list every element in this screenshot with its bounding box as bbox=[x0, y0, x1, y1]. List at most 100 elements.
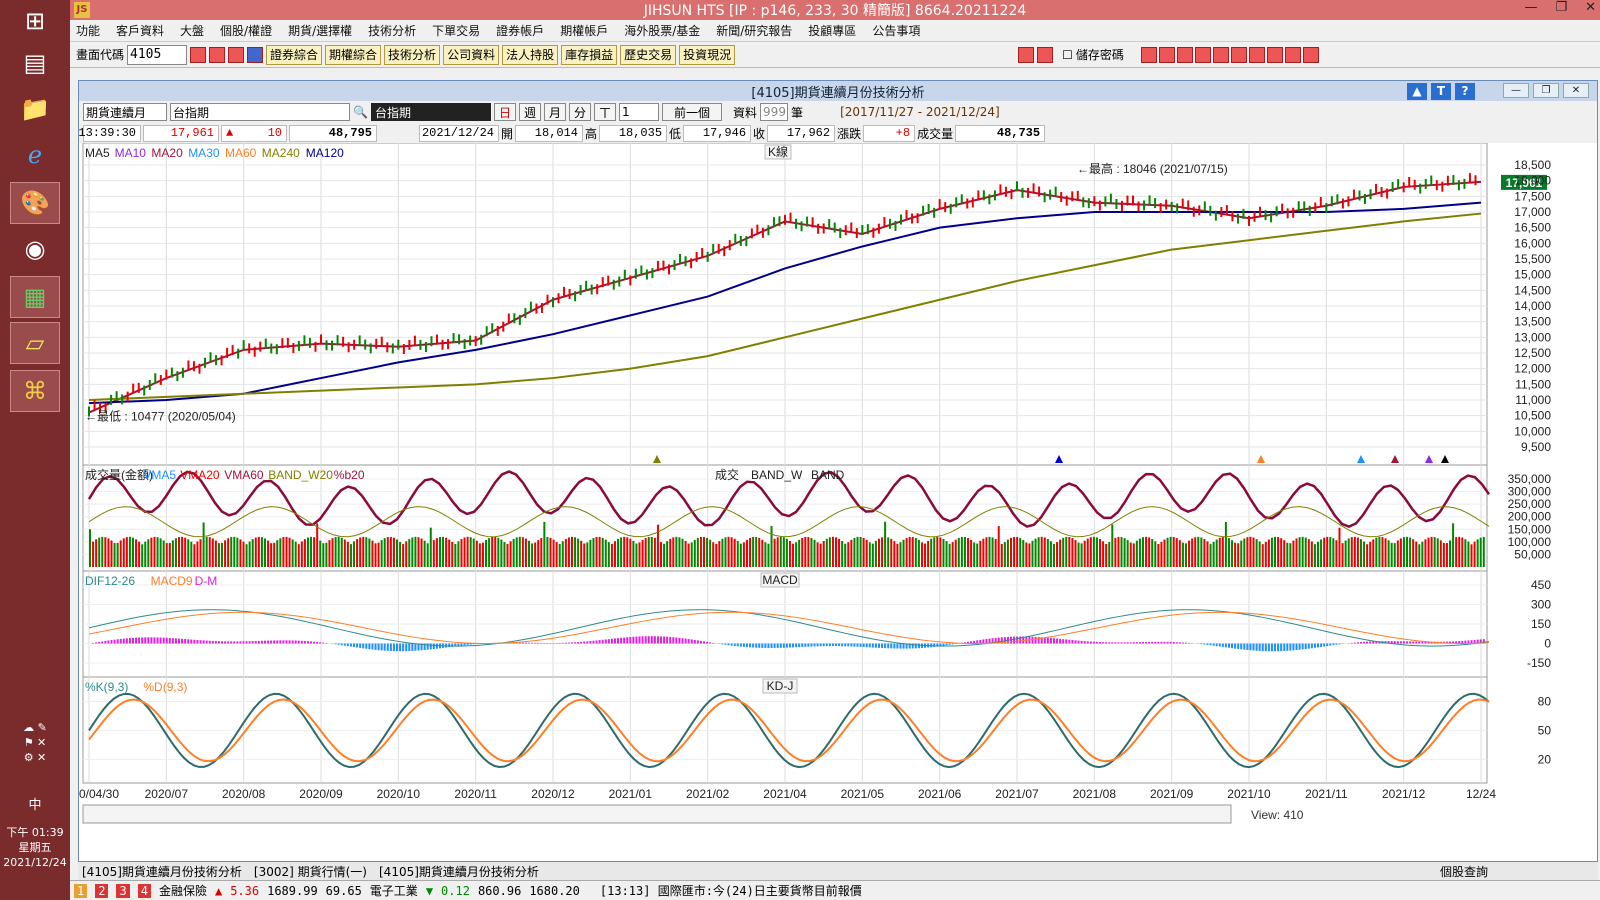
macd-hist-bar bbox=[853, 643, 856, 647]
menu-item[interactable]: 期貨/選擇權 bbox=[288, 24, 353, 38]
tab-3002[interactable]: [3002] 期貨行情(一) bbox=[253, 864, 367, 879]
code-input[interactable] bbox=[127, 44, 188, 65]
cw-close-icon[interactable]: ✕ bbox=[1563, 83, 1589, 98]
toolbar-button[interactable]: 法人持股 bbox=[502, 44, 559, 65]
toolbar-button[interactable]: 投資現況 bbox=[679, 44, 736, 65]
prev-red-icon[interactable] bbox=[1018, 46, 1035, 63]
cw-restore-icon[interactable]: ❐ bbox=[1533, 83, 1559, 98]
menu-item[interactable]: 海外股票/基金 bbox=[624, 24, 701, 38]
menu-item[interactable]: 功能 bbox=[76, 24, 101, 38]
candle bbox=[452, 333, 455, 344]
candle bbox=[358, 335, 361, 346]
dropdown-icon[interactable] bbox=[247, 46, 264, 63]
contract-select[interactable]: 期貨連續月 bbox=[83, 103, 167, 121]
notes-icon[interactable]: ▱ bbox=[10, 322, 60, 364]
save-pwd-checkbox[interactable]: ☐ bbox=[1062, 47, 1073, 62]
legend-item: DIF12-26 bbox=[85, 574, 135, 588]
menu-item[interactable]: 證券帳戶 bbox=[496, 24, 545, 38]
macd-hist-bar bbox=[1142, 642, 1145, 644]
paint-icon[interactable]: 🎨 bbox=[10, 182, 60, 224]
volume-bar bbox=[963, 536, 966, 567]
menu-item[interactable]: 新聞/研究報告 bbox=[716, 24, 793, 38]
menu-item[interactable]: 個股/權證 bbox=[220, 24, 273, 38]
macd-hist-bar bbox=[1111, 642, 1114, 644]
data-count-input[interactable]: 999 bbox=[760, 103, 789, 121]
volume-bar bbox=[1458, 536, 1461, 567]
macd-hist-bar bbox=[620, 637, 623, 644]
toolbar-button[interactable]: 庫存損益 bbox=[561, 44, 618, 65]
macd-hist-bar bbox=[1479, 639, 1482, 644]
menu-item[interactable]: 下單交易 bbox=[432, 24, 481, 38]
symbol-input[interactable]: 台指期 bbox=[170, 103, 350, 121]
chrome-icon[interactable]: ◉ bbox=[24, 235, 46, 263]
tick-button[interactable]: ㄒ bbox=[594, 103, 617, 121]
macd-hist-bar bbox=[92, 642, 95, 644]
candle bbox=[723, 246, 726, 257]
up-arrow-icon[interactable]: ▲ bbox=[1407, 83, 1427, 100]
menu-item[interactable]: 期權帳戶 bbox=[560, 24, 609, 38]
macd-hist-bar bbox=[208, 640, 211, 644]
volume-bar bbox=[279, 538, 282, 567]
prev-button[interactable]: 前一個 bbox=[662, 103, 723, 121]
tab-4105-a[interactable]: [4105]期貨連續月份技術分析 bbox=[82, 864, 242, 879]
macd-hist-bar bbox=[107, 640, 110, 644]
toolbar-button[interactable]: 技術分析 bbox=[384, 44, 441, 65]
ticker-news[interactable]: [13:13] 國際匯市:今(24)日主要貨幣目前報價 bbox=[599, 884, 862, 898]
toolbar-button[interactable]: 證券綜合 bbox=[266, 44, 323, 65]
window-icon[interactable] bbox=[209, 46, 226, 63]
close-icon[interactable]: ✕ bbox=[1585, 0, 1596, 15]
menu-item[interactable]: 技術分析 bbox=[368, 24, 417, 38]
volume-bar bbox=[699, 536, 702, 567]
period-day[interactable]: 日 bbox=[493, 103, 516, 121]
k-y-tick: 15,000 bbox=[1514, 268, 1551, 282]
restore-icon[interactable]: ❐ bbox=[1555, 0, 1568, 15]
macd-hist-bar bbox=[917, 643, 920, 649]
menu-item[interactable]: 公告事項 bbox=[872, 24, 921, 38]
ticker-num-2[interactable]: 2 bbox=[95, 883, 109, 898]
toolbar-button[interactable]: 期權綜合 bbox=[325, 44, 382, 65]
next-red-icon[interactable] bbox=[1037, 46, 1054, 63]
period-month[interactable]: 月 bbox=[543, 103, 566, 121]
print-icon[interactable] bbox=[228, 46, 245, 63]
menu-item[interactable]: 大盤 bbox=[180, 24, 205, 38]
minimize-icon[interactable]: — bbox=[1524, 0, 1538, 15]
ticker-num-4[interactable]: 4 bbox=[137, 883, 151, 898]
toolbar-button[interactable]: 公司資料 bbox=[443, 44, 500, 65]
candle bbox=[369, 343, 372, 354]
volume-bar bbox=[521, 537, 524, 567]
volume-bar bbox=[543, 521, 546, 567]
zoom-icon[interactable]: 🔍 bbox=[353, 105, 368, 119]
volume-bar bbox=[982, 538, 985, 567]
chart-area[interactable]: MA5 MA10 MA20 MA30 MA60 MA240 MA120 K線 ←最高 : 180… bbox=[79, 143, 1597, 861]
macd-hist-bar bbox=[985, 638, 988, 644]
jihsun-app-icon[interactable]: ⌘ bbox=[10, 370, 60, 412]
ime-indicator[interactable]: 中 bbox=[28, 798, 42, 813]
cw-minimize-icon[interactable]: — bbox=[1503, 83, 1529, 98]
menu-item[interactable]: 投顧專區 bbox=[808, 24, 857, 38]
ticker-num-3[interactable]: 3 bbox=[116, 883, 130, 898]
desktop-icon[interactable]: ▤ bbox=[23, 49, 47, 77]
search-icon[interactable] bbox=[190, 46, 207, 63]
macd-hist-bar bbox=[617, 638, 620, 644]
tool-icons[interactable] bbox=[1140, 46, 1319, 63]
macd-hist-bar bbox=[672, 637, 675, 644]
period-minute[interactable]: 分 bbox=[569, 103, 592, 121]
ticker-num-1[interactable]: 1 bbox=[74, 883, 88, 898]
macd-hist-bar bbox=[1092, 641, 1095, 644]
toolbar-button[interactable]: 歷史交易 bbox=[620, 44, 677, 65]
text-icon[interactable]: T bbox=[1431, 83, 1451, 100]
volume-bar bbox=[985, 537, 988, 567]
volume-bar bbox=[89, 529, 91, 567]
interval-select[interactable]: 1 bbox=[619, 103, 660, 121]
windows-start-icon[interactable]: ⊞ bbox=[24, 7, 46, 35]
tab-4105-b[interactable]: [4105]期貨連續月份技術分析 bbox=[379, 864, 539, 879]
menu-item[interactable]: 客戶資料 bbox=[116, 24, 165, 38]
macd-hist-bar bbox=[1267, 643, 1270, 652]
macd-hist-bar bbox=[610, 638, 613, 644]
file-explorer-icon[interactable]: 📁 bbox=[20, 95, 50, 123]
candle bbox=[734, 233, 737, 244]
spreadsheet-icon[interactable]: ▦ bbox=[10, 276, 60, 318]
period-week[interactable]: 週 bbox=[518, 103, 541, 121]
ie-browser-icon[interactable]: ℯ bbox=[27, 141, 43, 169]
help-icon[interactable]: ? bbox=[1455, 83, 1475, 100]
